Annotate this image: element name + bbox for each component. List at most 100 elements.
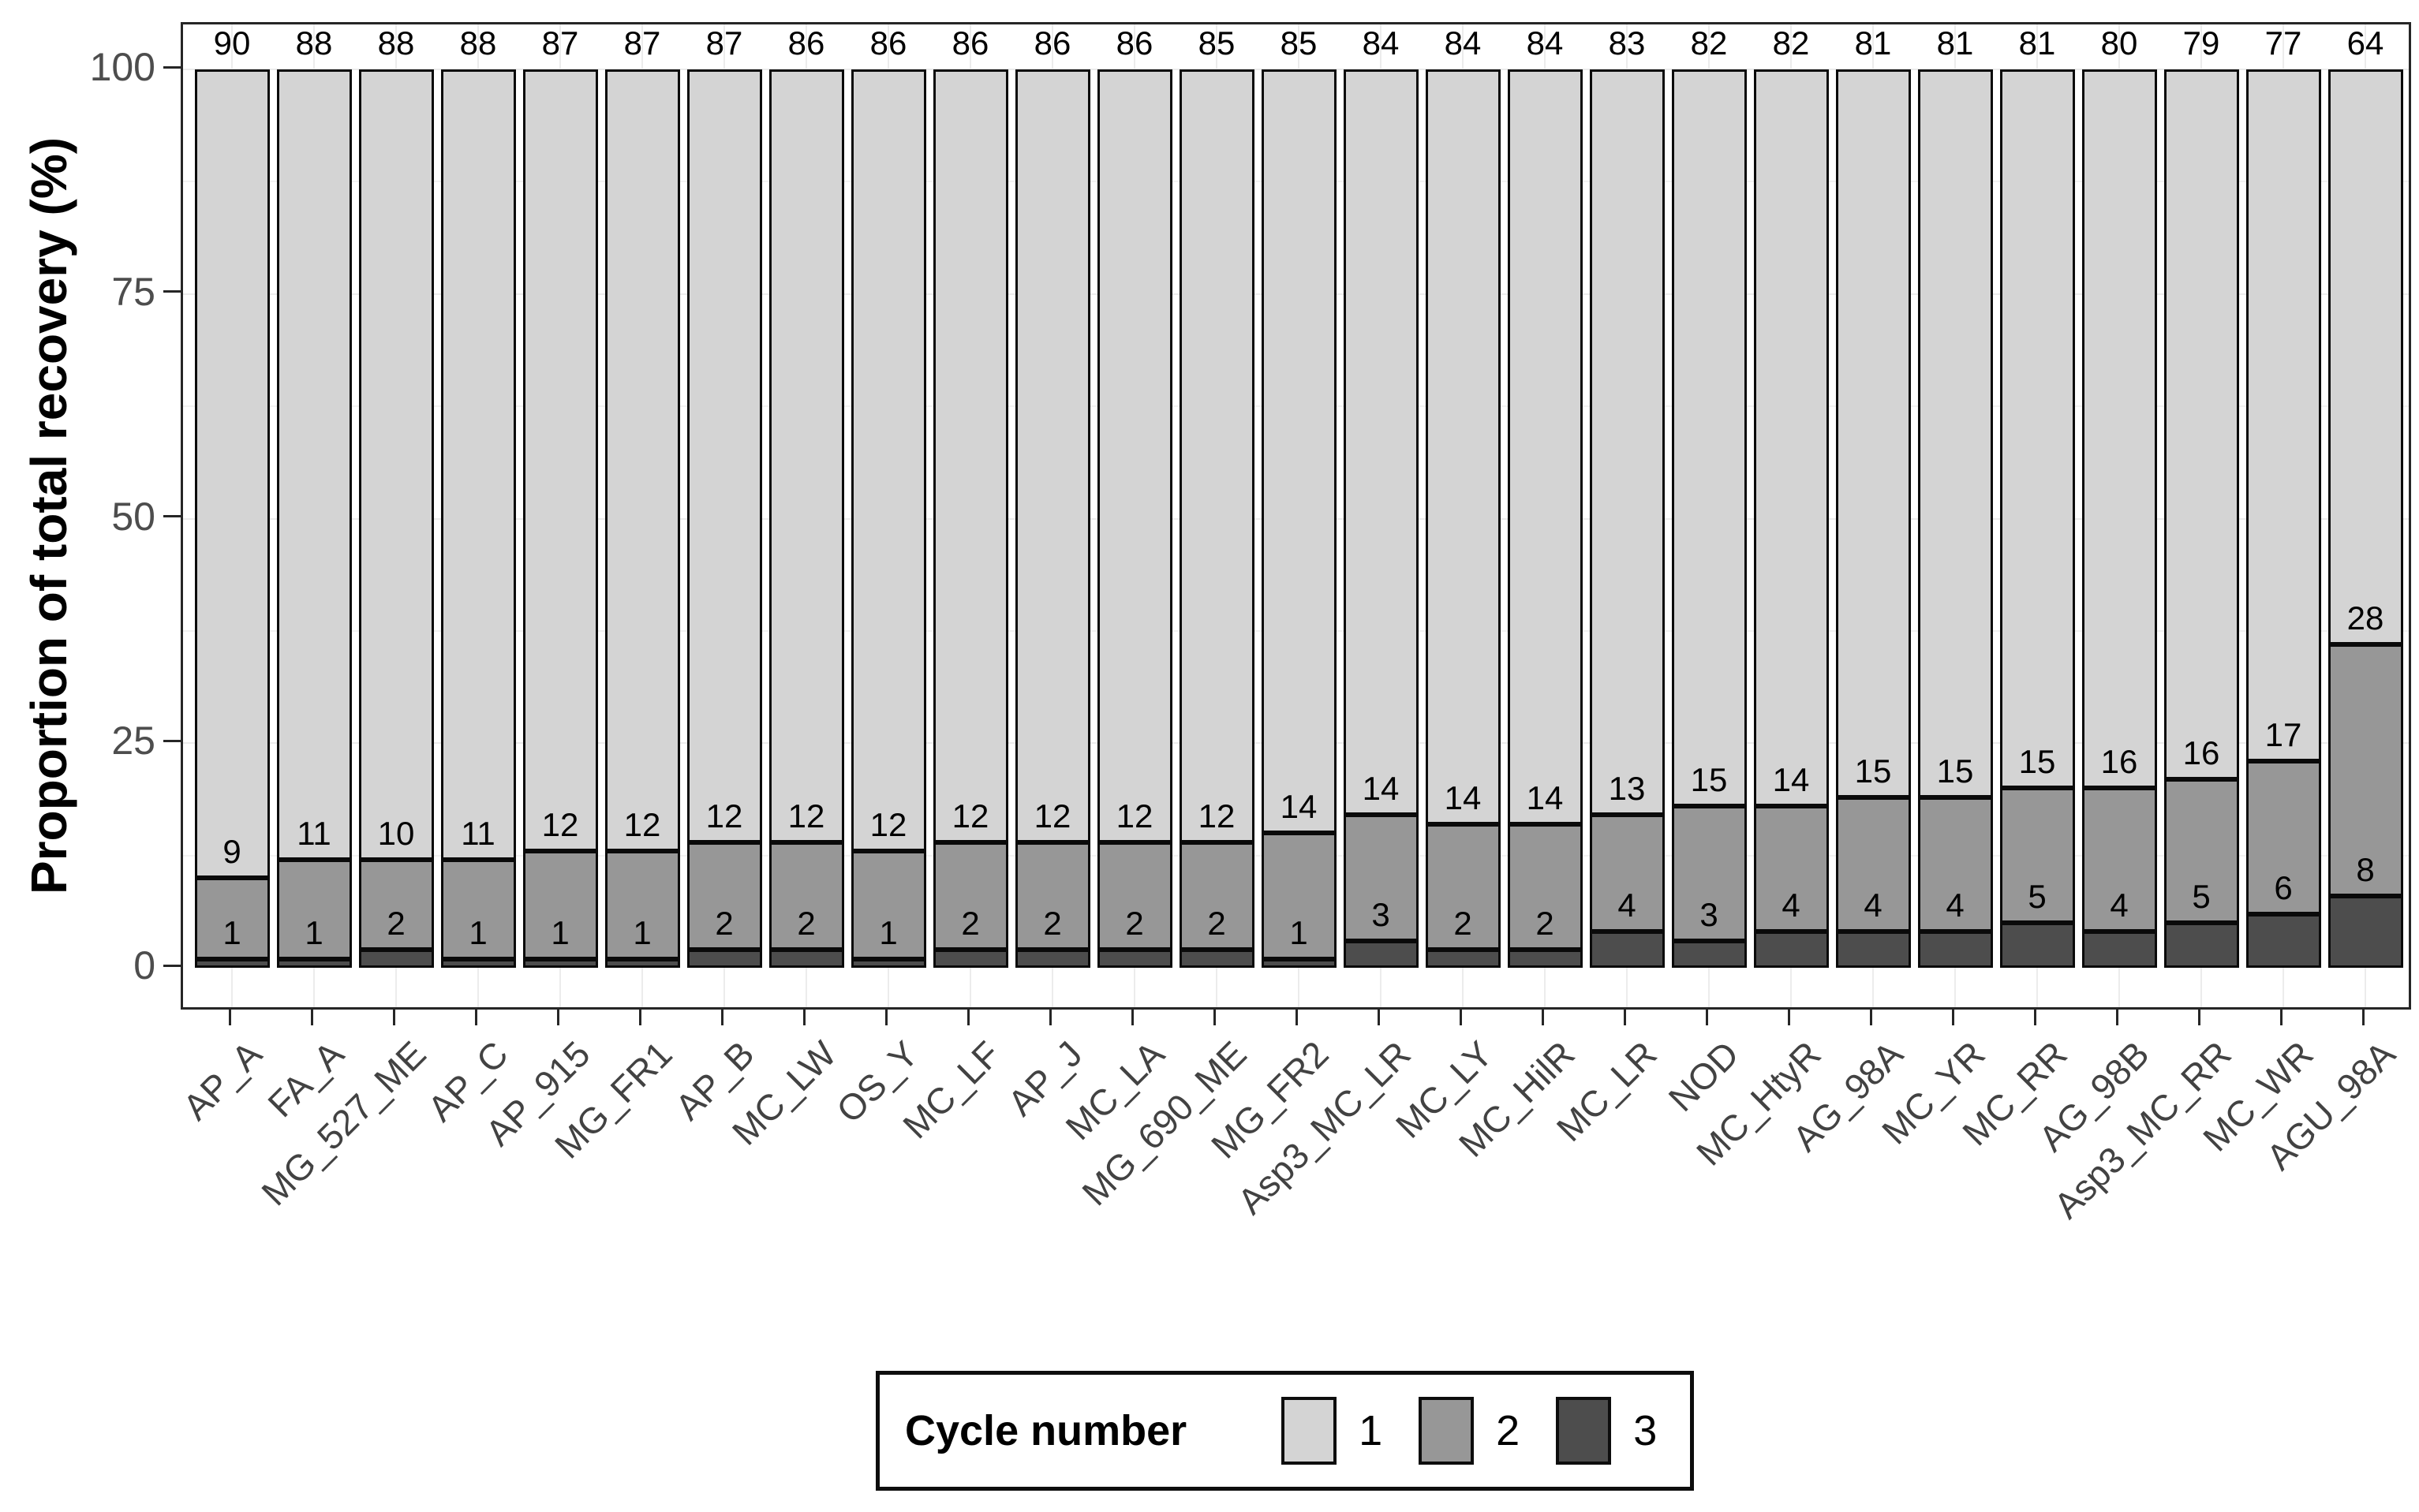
bar-segment-cycle2-AG_98A	[1835, 797, 1911, 932]
bar-value-label-Asp3_MC_RR: 5	[2192, 878, 2211, 916]
x-tick-mark	[2279, 1010, 2283, 1025]
bar-segment-cycle3-MC_LR	[1589, 931, 1665, 968]
bar-value-label-OS_Y: 12	[869, 805, 907, 843]
bar-value-label-FA_A: 1	[305, 913, 323, 951]
bar-segment-cycle2-AGU_98A	[2327, 644, 2403, 896]
bar-segment-cycle2-AP_B	[686, 842, 762, 950]
bar-value-label-MG_690_ME: 2	[1207, 905, 1226, 943]
bar-value-label-MG_FR2: 85	[1280, 24, 1318, 62]
bar-value-label-AP_C: 1	[469, 913, 488, 951]
bar-segment-cycle3-OS_Y	[851, 958, 926, 968]
bar-segment-cycle3-MC_HtyR	[1753, 931, 1829, 968]
bar-value-label-AG_98A: 15	[1854, 752, 1892, 790]
bar-value-label-MC_LY: 2	[1453, 905, 1472, 943]
legend-entry-cycle-3: 3	[1556, 1397, 1657, 1465]
x-tick-mark	[1541, 1010, 1544, 1025]
bar-value-label-OS_Y: 86	[869, 24, 907, 62]
bar-segment-cycle1-AP_A	[194, 69, 270, 879]
bar-segment-cycle1-NOD	[1671, 69, 1747, 806]
bar-segment-cycle3-AG_98A	[1835, 931, 1911, 968]
bar-value-label-MC_HilR: 14	[1526, 778, 1564, 816]
bar-segment-cycle1-AP_915	[522, 69, 598, 851]
bar-segment-cycle1-MG_527_ME	[358, 69, 434, 861]
bar-segment-cycle2-MC_LA	[1097, 842, 1172, 950]
legend-entry-label: 1	[1359, 1407, 1383, 1454]
bar-segment-cycle3-AP_B	[686, 950, 762, 968]
bar-value-label-AP_A: 9	[222, 833, 241, 871]
bar-value-label-AP_B: 87	[705, 24, 743, 62]
bar-value-label-AP_915: 12	[541, 805, 579, 843]
bar-segment-cycle2-MG_690_ME	[1179, 842, 1254, 950]
bar-segment-cycle3-AP_915	[522, 958, 598, 968]
bar-segment-cycle1-MG_690_ME	[1179, 69, 1254, 842]
bar-value-label-MC_WR: 77	[2264, 24, 2302, 62]
bar-segment-cycle3-NOD	[1671, 940, 1747, 968]
bar-value-label-OS_Y: 1	[879, 913, 898, 951]
bar-segment-cycle1-MC_YR	[1917, 69, 1993, 797]
x-tick-mark	[2361, 1010, 2365, 1025]
bar-segment-cycle1-AP_J	[1015, 69, 1090, 842]
bar-value-label-MC_HilR: 84	[1526, 24, 1564, 62]
bar-segment-cycle1-Asp3_MC_RR	[2163, 69, 2239, 779]
bar-segment-cycle1-MC_LW	[768, 69, 844, 842]
bar-value-label-Asp3_MC_RR: 79	[2182, 24, 2220, 62]
bar-value-label-MC_RR: 15	[2018, 743, 2056, 781]
bar-value-label-AP_J: 2	[1043, 905, 1062, 943]
bar-segment-cycle1-OS_Y	[851, 69, 926, 851]
bar-segment-cycle3-AP_C	[440, 958, 516, 968]
bar-value-label-MC_LR: 4	[1617, 887, 1636, 924]
y-tick-mark	[163, 515, 181, 517]
bar-value-label-AP_B: 2	[715, 905, 734, 943]
bar-segment-cycle1-AG_98B	[2081, 69, 2157, 789]
x-tick-mark	[392, 1010, 395, 1025]
bar-segment-cycle2-OS_Y	[851, 850, 926, 959]
bar-value-label-MC_LW: 12	[787, 797, 825, 834]
bar-segment-cycle1-AP_C	[440, 69, 516, 861]
y-tick-label: 100	[89, 45, 155, 89]
bar-value-label-MG_FR1: 87	[623, 24, 661, 62]
x-tick-mark	[2197, 1010, 2200, 1025]
bar-value-label-Asp3_MC_LR: 14	[1362, 770, 1400, 808]
bar-segment-cycle1-MC_HtyR	[1753, 69, 1829, 806]
bar-value-label-MC_YR: 81	[1936, 24, 1974, 62]
bar-value-label-AP_A: 90	[213, 24, 251, 62]
x-tick-mark	[2115, 1010, 2118, 1025]
bar-value-label-MC_LY: 84	[1444, 24, 1482, 62]
bar-segment-cycle3-MG_690_ME	[1179, 950, 1254, 968]
bar-value-label-AG_98B: 4	[2110, 887, 2129, 924]
bar-segment-cycle1-MC_WR	[2245, 69, 2321, 762]
bar-value-label-MC_LA: 86	[1116, 24, 1153, 62]
bar-segment-cycle2-MC_WR	[2245, 761, 2321, 914]
bar-segment-cycle2-Asp3_MC_RR	[2163, 778, 2239, 924]
bar-segment-cycle1-AP_B	[686, 69, 762, 842]
x-tick-mark	[802, 1010, 806, 1025]
legend-entry-label: 3	[1633, 1407, 1658, 1454]
bar-segment-cycle3-AP_A	[194, 958, 270, 968]
bar-value-label-AP_915: 87	[541, 24, 579, 62]
bar-segment-cycle3-AG_98B	[2081, 931, 2157, 968]
y-tick-label: 75	[111, 269, 155, 314]
bar-value-label-MC_HtyR: 14	[1772, 760, 1810, 798]
bar-segment-cycle3-MC_WR	[2245, 913, 2321, 968]
x-tick-mark	[474, 1010, 477, 1025]
bar-value-label-MG_690_ME: 12	[1198, 797, 1236, 834]
bar-segment-cycle1-Asp3_MC_LR	[1343, 69, 1419, 816]
bar-segment-cycle2-MC_LR	[1589, 815, 1665, 932]
bar-segment-cycle2-FA_A	[276, 860, 352, 959]
bar-value-label-MC_LA: 2	[1125, 905, 1144, 943]
x-tick-mark	[1787, 1010, 1790, 1025]
bar-value-label-MC_LF: 12	[952, 797, 989, 834]
legend-title: Cycle number	[905, 1407, 1187, 1454]
bar-segment-cycle2-MC_YR	[1917, 797, 1993, 932]
bar-segment-cycle1-MG_FR2	[1261, 69, 1337, 834]
bar-segment-cycle1-MC_LA	[1097, 69, 1172, 842]
bar-segment-cycle1-AGU_98A	[2327, 69, 2403, 644]
bar-segment-cycle3-Asp3_MC_RR	[2163, 923, 2239, 968]
bar-segment-cycle2-MG_527_ME	[358, 860, 434, 950]
bar-value-label-FA_A: 88	[295, 24, 333, 62]
bar-segment-cycle1-MG_FR1	[604, 69, 680, 851]
bar-value-label-AG_98B: 80	[2100, 24, 2138, 62]
legend-swatch-cycle-3	[1556, 1397, 1612, 1465]
x-tick-mark	[1295, 1010, 1298, 1025]
bar-segment-cycle1-MC_LF	[933, 69, 1008, 842]
